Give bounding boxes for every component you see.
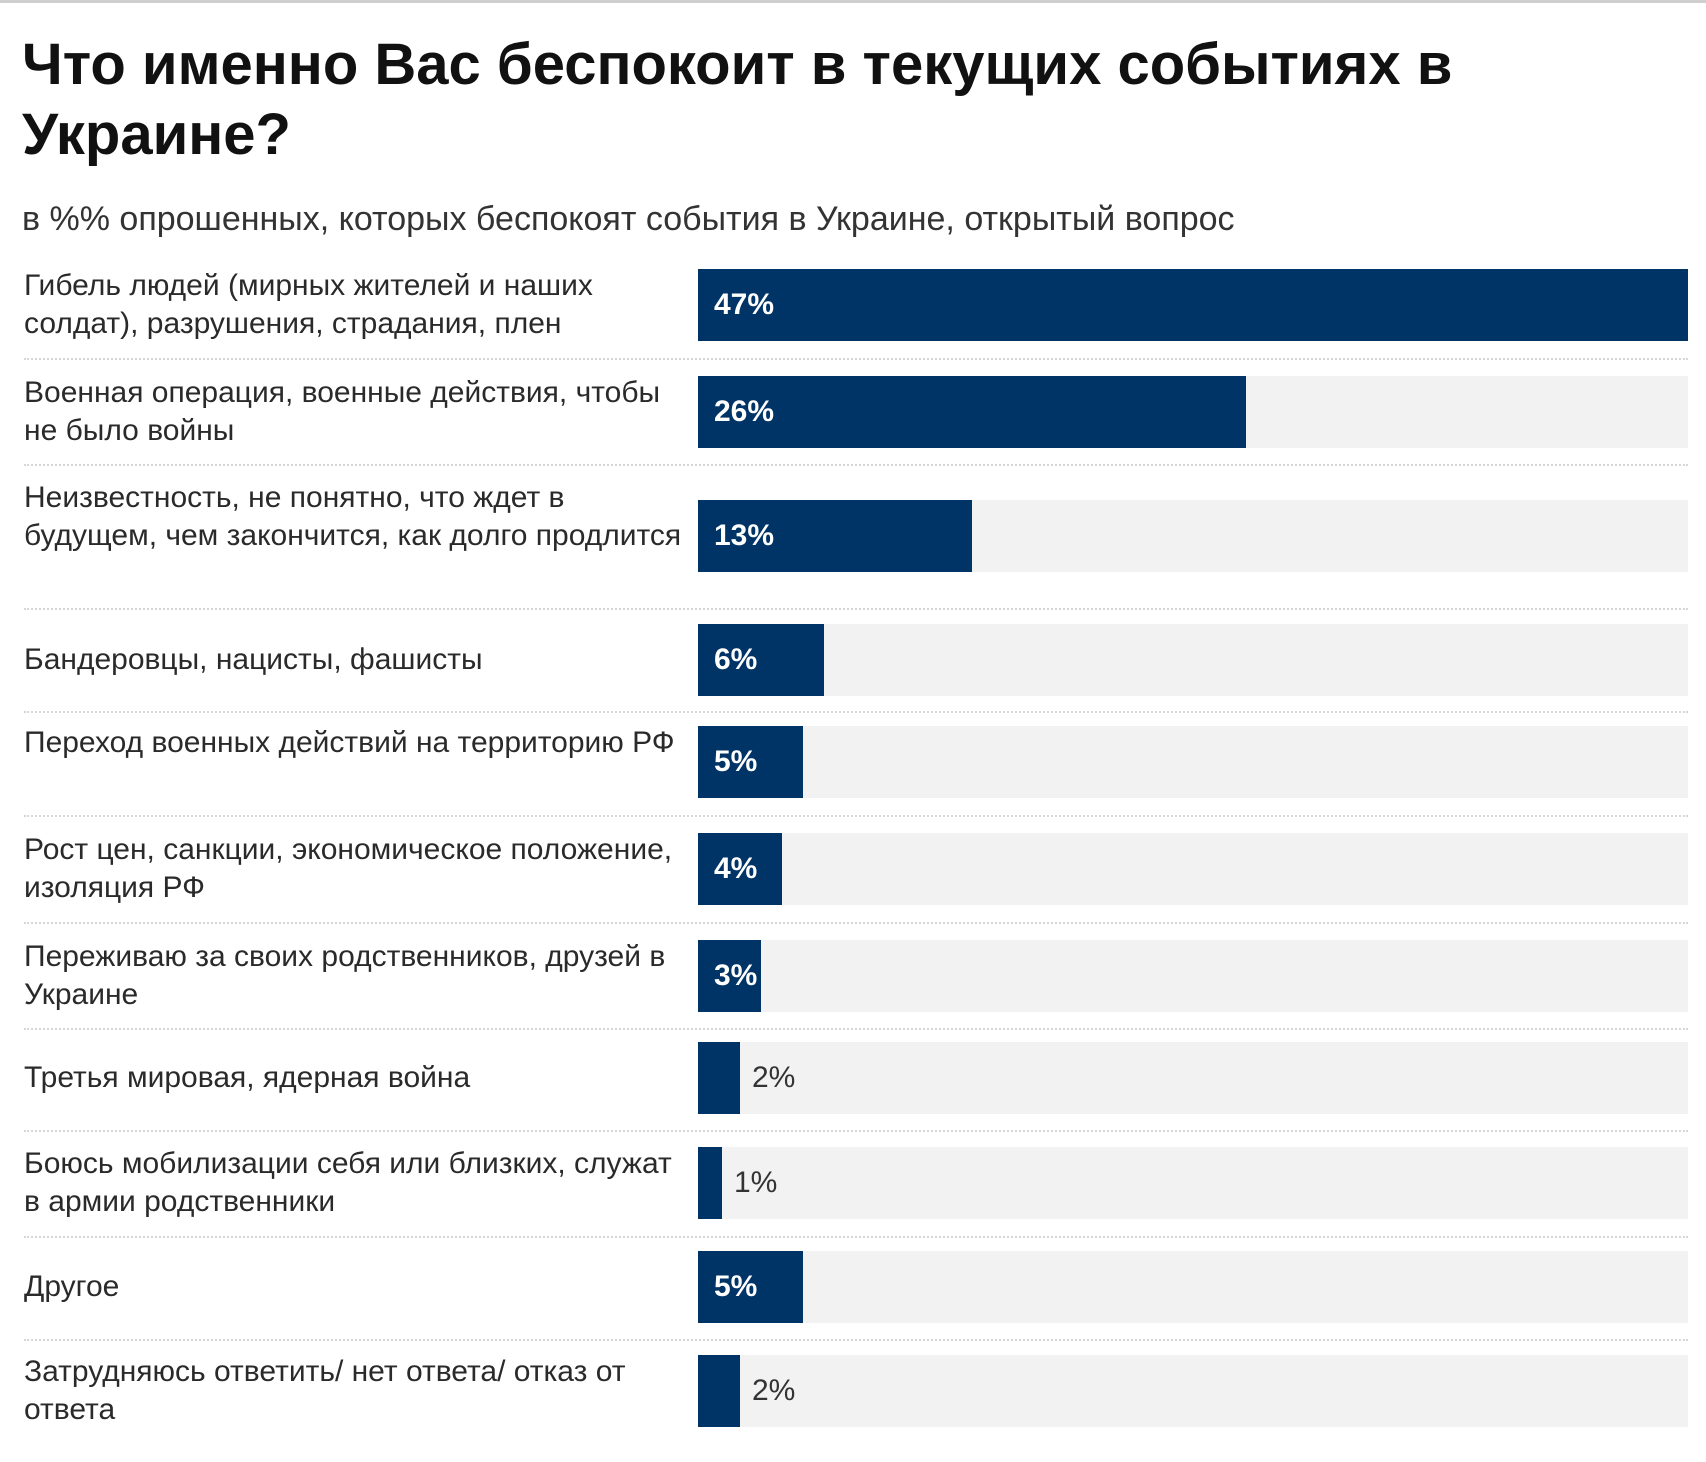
category-label: Переход военных действий на территорию Р… xyxy=(24,726,675,759)
bar-track: 47% xyxy=(698,269,1688,341)
value-label: 1% xyxy=(734,1166,778,1199)
row-separator xyxy=(24,1236,1688,1238)
row-separator xyxy=(24,464,1688,466)
bar xyxy=(698,376,1246,448)
bar-track: 26% xyxy=(698,376,1688,448)
row-separator xyxy=(24,1130,1688,1132)
value-label: 47% xyxy=(714,288,775,321)
bar xyxy=(698,269,1688,341)
row-separator xyxy=(24,711,1688,713)
chart-subtitle: в %% опрошенных, которых беспокоят событ… xyxy=(22,200,1235,238)
category-label: Неизвестность, не понятно, что ждет в бу… xyxy=(24,481,682,552)
bar-track: 1% xyxy=(698,1147,1688,1219)
bar-track: 6% xyxy=(698,624,1688,696)
bar xyxy=(698,1355,740,1427)
row-separator xyxy=(24,608,1688,610)
value-label: 2% xyxy=(752,1061,796,1094)
category-label: Гибель людей (мирных жителей и наших сол… xyxy=(24,269,593,340)
value-label: 26% xyxy=(714,395,775,428)
bar xyxy=(698,1147,722,1219)
category-label: Переживаю за своих родственников, друзей… xyxy=(24,940,666,1011)
value-label: 3% xyxy=(714,959,758,992)
bar-track: 5% xyxy=(698,1251,1688,1323)
value-label: 4% xyxy=(714,852,758,885)
bar-track: 13% xyxy=(698,500,1688,572)
category-label: Бандеровцы, нацисты, фашисты xyxy=(24,643,483,676)
row-separator xyxy=(24,358,1688,360)
row-separator xyxy=(24,922,1688,924)
bar xyxy=(698,1251,803,1323)
bar xyxy=(698,1042,740,1114)
bar-track: 2% xyxy=(698,1355,1688,1427)
bar-track: 3% xyxy=(698,940,1688,1012)
value-label: 13% xyxy=(714,519,775,552)
top-rule xyxy=(0,0,1706,3)
category-label: Другое xyxy=(24,1270,120,1303)
bar xyxy=(698,500,972,572)
category-label: Боюсь мобилизации себя или близких, служ… xyxy=(24,1147,672,1218)
row-separator xyxy=(24,1028,1688,1030)
value-label: 6% xyxy=(714,643,758,676)
value-label: 5% xyxy=(714,1270,758,1303)
bar-track: 2% xyxy=(698,1042,1688,1114)
row-separator xyxy=(24,1339,1688,1341)
category-label: Затрудняюсь ответить/ нет ответа/ отказ … xyxy=(24,1355,626,1426)
bar-track: 4% xyxy=(698,833,1688,905)
bar xyxy=(698,940,761,1012)
category-label: Третья мировая, ядерная война xyxy=(24,1061,471,1094)
bar xyxy=(698,624,824,696)
category-label: Рост цен, санкции, экономическое положен… xyxy=(24,833,673,904)
category-label: Военная операция, военные действия, чтоб… xyxy=(24,376,661,447)
value-label: 5% xyxy=(714,745,758,778)
bar-track: 5% xyxy=(698,726,1688,798)
value-label: 2% xyxy=(752,1374,796,1407)
bar xyxy=(698,833,782,905)
chart-title: Что именно Вас беспокоит в текущих событ… xyxy=(22,32,1453,167)
bar xyxy=(698,726,803,798)
row-separator xyxy=(24,815,1688,817)
